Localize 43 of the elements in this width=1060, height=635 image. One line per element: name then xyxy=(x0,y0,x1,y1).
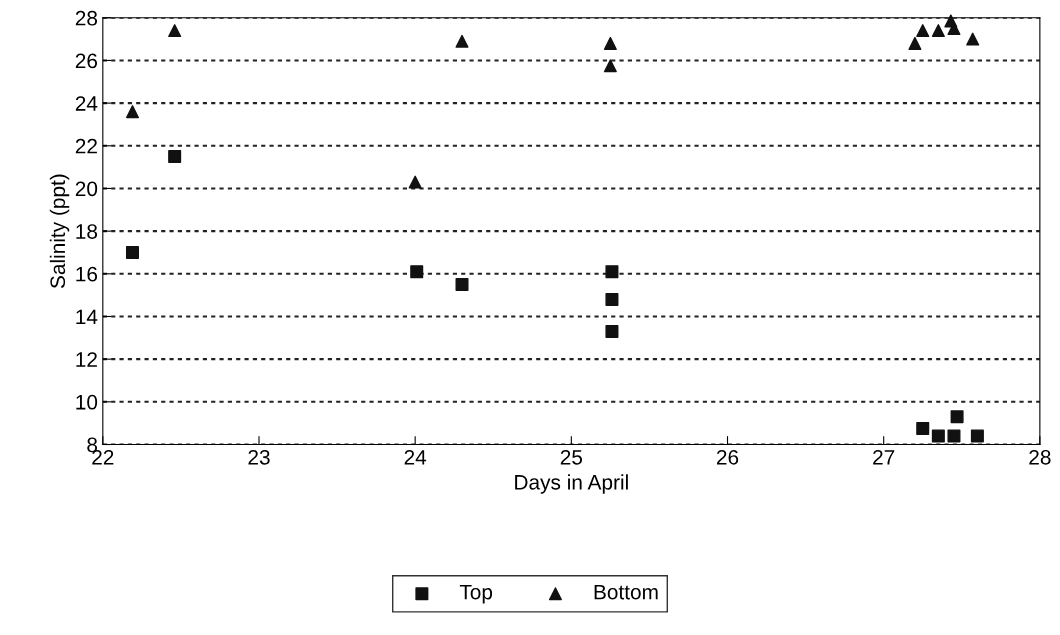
x-tick-label: 23 xyxy=(248,449,270,465)
point xyxy=(410,265,424,279)
point xyxy=(947,21,961,35)
point xyxy=(168,24,182,38)
point xyxy=(605,292,619,306)
point xyxy=(408,175,422,189)
point xyxy=(931,24,945,38)
point xyxy=(603,36,617,50)
y-tick-label: 20 xyxy=(75,181,98,197)
y-tick-label: 16 xyxy=(76,266,98,282)
legend-label: Top xyxy=(459,584,493,604)
x-axis-title: Days in April xyxy=(515,474,628,494)
point xyxy=(931,429,945,443)
point xyxy=(168,149,182,163)
y-tick-label: 24 xyxy=(75,96,98,111)
point xyxy=(916,24,930,38)
point xyxy=(966,32,980,46)
y-axis-title: Salinity (ppt) xyxy=(49,174,70,289)
x-tick-label: 25 xyxy=(560,449,583,465)
point xyxy=(950,410,964,424)
y-tick-label: 28 xyxy=(75,10,98,26)
point xyxy=(970,429,984,443)
y-tick-label: 12 xyxy=(76,352,97,367)
point xyxy=(916,421,930,436)
point xyxy=(455,34,469,48)
x-tick-label: 24 xyxy=(404,449,427,465)
x-tick-label: 27 xyxy=(873,449,895,465)
point xyxy=(603,59,617,73)
y-tick-label: 26 xyxy=(75,53,98,69)
x-tick-label: 26 xyxy=(716,449,739,465)
y-tick-label: 22 xyxy=(75,138,97,154)
y-tick-label: 14 xyxy=(76,309,98,325)
legend-label: Bottom xyxy=(594,584,658,600)
point xyxy=(455,277,469,291)
point xyxy=(125,105,139,119)
x-tick-label: 28 xyxy=(1029,449,1051,465)
point xyxy=(908,36,922,50)
point xyxy=(605,324,619,338)
point xyxy=(605,265,619,279)
point xyxy=(947,429,961,443)
y-tick-label: 10 xyxy=(76,394,98,410)
y-tick-label: 18 xyxy=(76,224,98,239)
point xyxy=(125,245,139,259)
